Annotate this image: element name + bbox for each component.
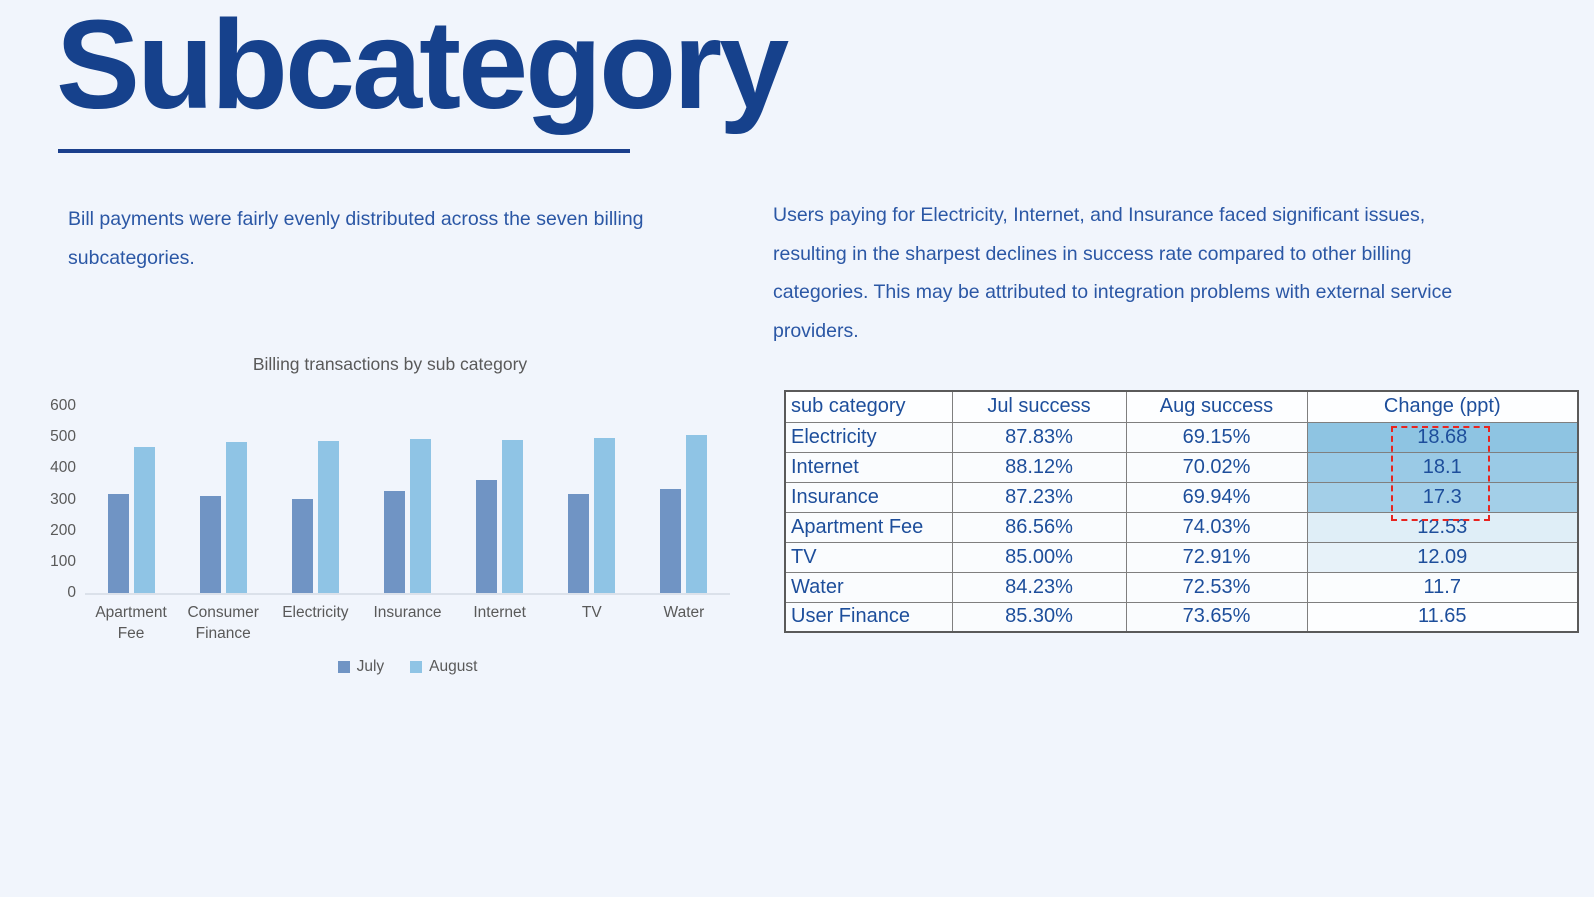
chart-title: Billing transactions by sub category [252, 354, 528, 374]
bar-august-internet [502, 440, 524, 593]
y-tick-label: 500 [50, 428, 76, 446]
bar-group-apartment-fee [85, 406, 177, 593]
y-tick-label: 600 [50, 397, 76, 414]
page-title: Subcategory [56, 0, 789, 135]
bar-group-insurance [361, 406, 453, 593]
table-header-cell: Jul success [951, 390, 1127, 423]
bar-july-electricity [291, 499, 313, 593]
table-cell: 69.94% [1125, 481, 1308, 513]
bar-group-electricity [269, 406, 361, 593]
category-label: Insurance [373, 604, 442, 621]
category-label: TV [581, 604, 602, 621]
category-labels: Apartment Fee Consumer Finance Electricity… [85, 602, 730, 644]
change-cell: 17.3 [1306, 481, 1579, 513]
table-cell: 85.00% [951, 541, 1127, 573]
bar-july-consumer-finance [199, 496, 221, 593]
bar-july-insurance [383, 491, 405, 593]
bar-august-consumer-finance [225, 442, 247, 593]
table-row: Electricity 87.83% 69.15% 18.68 [784, 421, 1579, 453]
y-tick-label: 200 [50, 521, 76, 539]
success-rate-table: sub category Jul success Aug success Change… [784, 390, 1579, 633]
bar-group-water [638, 406, 730, 593]
table-cell: Apartment Fee [784, 511, 953, 543]
table: sub category Jul success Aug success Change… [784, 390, 1579, 633]
table-cell: Water [784, 571, 953, 603]
bar-chart: Billing transactions by sub category 600… [40, 348, 740, 693]
bar-group-consumer-finance [177, 406, 269, 593]
bar-august-electricity [317, 441, 339, 593]
y-tick-label: 100 [50, 552, 76, 570]
y-tick-label: 300 [50, 490, 76, 508]
y-tick-label: 400 [50, 459, 76, 477]
table-cell: 70.02% [1125, 451, 1308, 483]
table-cell: 88.12% [951, 451, 1127, 483]
table-row: Internet 88.12% 70.02% 18.1 [784, 451, 1579, 483]
bar-july-water [660, 489, 682, 593]
right-note: Users paying for Electricity, Internet, … [773, 204, 1453, 342]
change-cell: 12.53 [1306, 511, 1579, 543]
table-cell: Insurance [784, 481, 953, 513]
y-tick-label: 0 [67, 584, 76, 601]
table-header-cell: sub category [784, 390, 953, 423]
table-cell: 73.65% [1125, 601, 1308, 633]
change-cell: 11.65 [1306, 601, 1579, 633]
table-row: TV 85.00% 72.91% 12.09 [784, 541, 1579, 573]
legend-item-august: August [410, 658, 477, 676]
table-cell: 87.83% [951, 421, 1127, 453]
left-note: Bill payments were fairly evenly distrib… [68, 208, 644, 269]
title-underline [58, 149, 630, 153]
category-label: Apartment Fee [95, 604, 167, 642]
legend-swatch-icon [337, 661, 350, 673]
category-label: Electricity [282, 604, 349, 621]
table-cell: Internet [784, 451, 953, 483]
table-header-cell: Change (ppt) [1306, 390, 1579, 423]
x-axis-line [85, 593, 730, 595]
category-label: Consumer Finance [187, 604, 259, 642]
table-cell: 84.23% [951, 571, 1127, 603]
table-row: User Finance 85.30% 73.65% 11.65 [784, 601, 1579, 633]
category-label: Water [663, 604, 705, 621]
table-cell: 87.23% [951, 481, 1127, 513]
bar-august-apartment-fee [133, 447, 155, 593]
bar-group-tv [546, 406, 638, 593]
legend-label: August [429, 658, 478, 675]
table-header-cell: Aug success [1125, 390, 1308, 423]
category-label: Internet [473, 604, 526, 621]
change-cell: 18.1 [1306, 451, 1579, 483]
bar-july-apartment-fee [107, 494, 129, 593]
bar-august-water [686, 435, 708, 593]
change-cell: 12.09 [1306, 541, 1579, 573]
table-cell: TV [784, 541, 953, 573]
bar-groups [85, 406, 730, 593]
change-cell: 11.7 [1306, 571, 1579, 603]
bar-july-internet [476, 480, 498, 593]
bar-group-internet [454, 406, 546, 593]
bar-august-tv [594, 438, 616, 593]
table-cell: 72.53% [1125, 571, 1308, 603]
table-cell: Electricity [784, 421, 953, 453]
table-cell: User Finance [784, 601, 953, 633]
chart-legend: July August [85, 658, 730, 676]
table-cell: 72.91% [1125, 541, 1308, 573]
table-row: Insurance 87.23% 69.94% 17.3 [784, 481, 1579, 513]
bar-july-tv [568, 494, 590, 593]
table-cell: 69.15% [1125, 421, 1308, 453]
change-cell: 18.68 [1306, 421, 1579, 453]
table-header-row: sub category Jul success Aug success Change… [784, 390, 1579, 423]
table-row: Apartment Fee 86.56% 74.03% 12.53 [784, 511, 1579, 543]
legend-item-july: July [337, 658, 385, 676]
bar-august-insurance [409, 439, 431, 593]
table-cell: 85.30% [951, 601, 1127, 633]
table-row: Water 84.23% 72.53% 11.7 [784, 571, 1579, 603]
table-cell: 74.03% [1125, 511, 1308, 543]
legend-label: July [356, 658, 385, 675]
legend-swatch-icon [410, 661, 423, 673]
table-cell: 86.56% [951, 511, 1127, 543]
